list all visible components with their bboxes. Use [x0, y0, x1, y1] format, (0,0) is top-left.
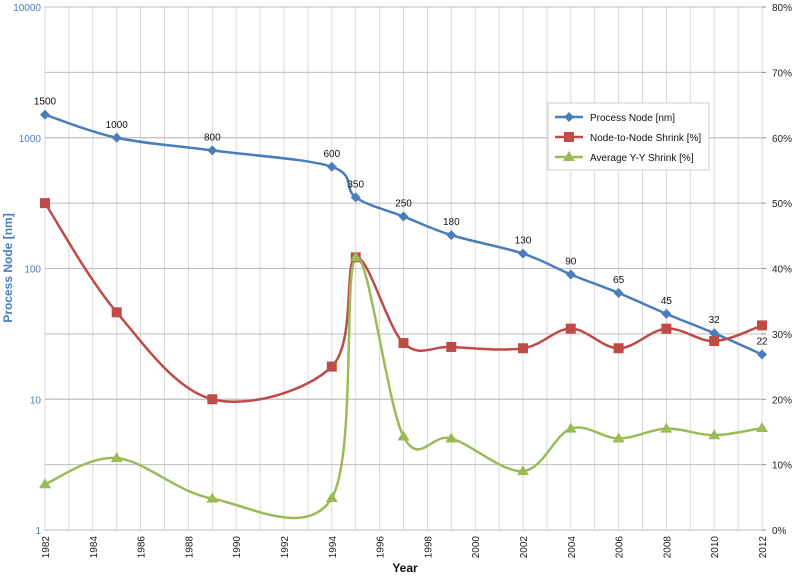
x-tick-label: 2006	[615, 536, 626, 559]
data-point-triangle	[39, 478, 51, 489]
data-point-square	[565, 323, 576, 334]
x-tick-label: 2004	[567, 536, 578, 559]
data-label: 1500	[34, 97, 57, 108]
y-right-tick-label: 0%	[772, 526, 787, 537]
data-label: 250	[395, 198, 412, 209]
data-point-triangle	[445, 432, 458, 443]
x-tick-label: 1994	[328, 536, 339, 559]
data-point-diamond	[40, 109, 50, 120]
x-tick-label: 2010	[710, 536, 721, 559]
data-point-triangle	[660, 422, 673, 433]
y-left-tick-label: 100	[24, 265, 41, 276]
data-label: 65	[613, 275, 625, 286]
y-left-tick-label: 10000	[13, 3, 41, 14]
data-labels: 1500 1000 800 600 350 250 180 130 90 65 45 32 22	[34, 97, 768, 348]
data-label: 22	[756, 336, 768, 347]
data-point-square	[757, 320, 767, 331]
data-point-diamond	[446, 230, 457, 241]
x-tick-label: 1988	[184, 536, 195, 559]
data-point-diamond	[661, 308, 672, 319]
data-point-square	[518, 343, 528, 354]
y-right-tick-label: 80%	[772, 3, 792, 14]
data-point-square	[111, 307, 122, 318]
legend: Process Node [nm] Node-to-Node Shrink [%]…	[547, 102, 710, 171]
y-right-tick-label: 50%	[772, 199, 792, 210]
y-right-tick-label: 30%	[772, 330, 792, 341]
x-tick-label: 1986	[137, 536, 148, 559]
data-point-square	[709, 336, 720, 347]
data-label: 45	[661, 296, 673, 307]
x-tick-label: 2002	[519, 536, 530, 559]
x-tick-label: 1998	[423, 536, 434, 559]
x-tick-label: 1984	[89, 536, 100, 559]
data-label: 32	[709, 315, 721, 326]
x-tick-label: 1990	[232, 536, 243, 559]
data-point-diamond	[613, 287, 624, 298]
data-point-diamond	[518, 248, 528, 259]
data-point-triangle	[517, 465, 529, 476]
data-label: 600	[323, 149, 340, 160]
y-left-tick-label: 10	[30, 395, 42, 406]
y-left-tick-label: 1	[35, 526, 41, 537]
y-left-tick-label: 1000	[19, 134, 42, 145]
data-point-diamond	[398, 211, 409, 222]
data-point-diamond	[326, 161, 337, 172]
data-label: 350	[347, 179, 364, 190]
data-point-square	[446, 341, 457, 352]
legend-swatch-marker	[563, 151, 575, 161]
x-tick-label: 2012	[758, 536, 769, 559]
data-point-square	[40, 198, 50, 209]
data-point-diamond	[111, 132, 122, 143]
x-tick-label: 2000	[471, 536, 482, 559]
legend-swatch-marker	[564, 132, 574, 142]
data-point-diamond	[565, 269, 576, 280]
data-point-triangle	[110, 452, 123, 463]
data-point-triangle	[206, 492, 219, 503]
data-label: 180	[443, 217, 460, 228]
data-point-triangle	[349, 251, 362, 262]
y-right-tick-label: 40%	[772, 265, 792, 276]
data-point-diamond	[709, 328, 720, 339]
y-right-tick-label: 70%	[772, 68, 792, 79]
data-point-square	[207, 394, 218, 405]
data-point-triangle	[612, 432, 625, 443]
data-label: 800	[204, 132, 221, 143]
legend-entry: Process Node [nm]	[590, 113, 675, 124]
y-right-tick-label: 20%	[772, 395, 792, 406]
data-point-square	[326, 361, 337, 372]
data-point-diamond	[350, 192, 361, 203]
y-right-tick-label: 60%	[772, 134, 792, 145]
data-label: 130	[515, 236, 532, 247]
x-tick-label: 1982	[41, 536, 52, 559]
data-point-triangle	[564, 422, 577, 433]
data-point-diamond	[207, 145, 218, 156]
data-point-square	[661, 323, 672, 334]
y-axis-title-left: Process Node [nm]	[1, 213, 15, 322]
data-point-triangle	[708, 429, 721, 440]
y-right-tick-label: 10%	[772, 461, 792, 472]
legend-entry: Average Y-Y Shrink [%]	[590, 153, 694, 164]
x-axis-title: Year	[392, 561, 418, 575]
data-label: 90	[565, 256, 577, 267]
data-point-triangle	[756, 422, 768, 433]
x-tick-label: 1992	[280, 536, 291, 559]
data-point-square	[398, 338, 409, 349]
legend-swatch-marker	[564, 112, 574, 122]
grid	[44, 6, 766, 531]
x-tick-label: 2008	[662, 536, 673, 559]
data-point-diamond	[757, 349, 767, 360]
series-markers	[39, 109, 768, 503]
data-point-triangle	[397, 430, 410, 441]
data-point-triangle	[325, 491, 338, 502]
tick-labels: 1982 1984 1986 1988 1990 1992 1994 1996 1998 2000…	[13, 3, 792, 558]
data-label: 1000	[106, 120, 129, 131]
legend-entry: Node-to-Node Shrink [%]	[590, 133, 701, 144]
x-tick-label: 1996	[376, 536, 387, 559]
data-point-square	[613, 343, 624, 354]
